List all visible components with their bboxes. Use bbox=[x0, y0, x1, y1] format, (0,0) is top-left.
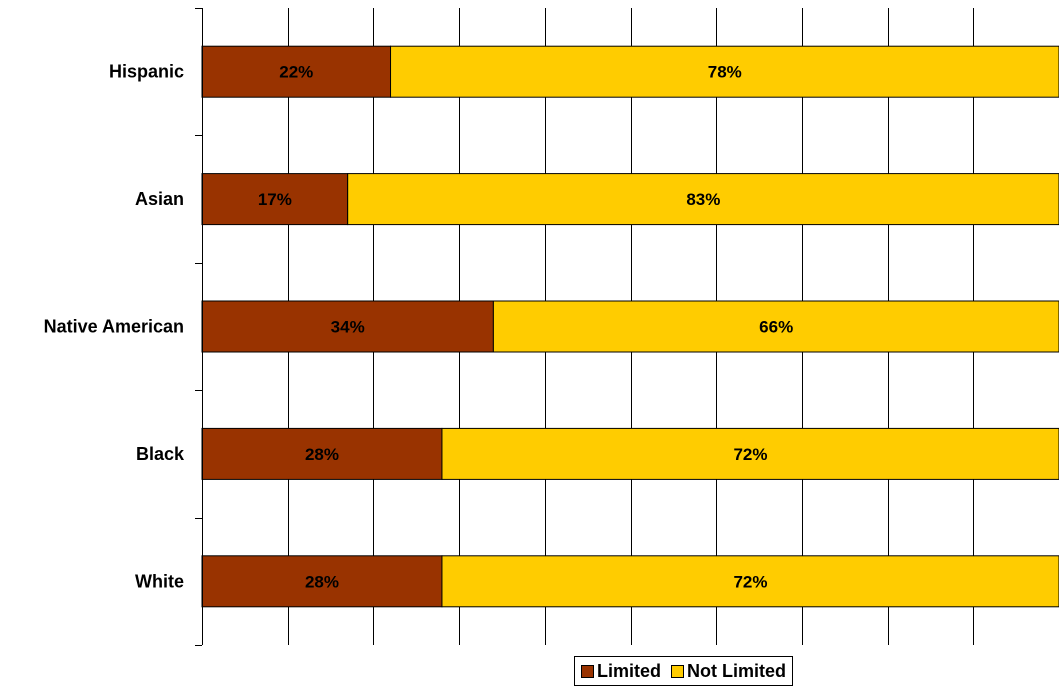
bar-limited bbox=[201, 173, 349, 226]
bar-limited bbox=[201, 427, 443, 480]
data-label: 78% bbox=[708, 63, 742, 82]
data-label: 17% bbox=[258, 190, 292, 209]
legend-entry-not-limited: Not Limited bbox=[671, 661, 786, 682]
data-label: 22% bbox=[279, 63, 313, 82]
category-label: Asian bbox=[135, 189, 184, 209]
category-label: White bbox=[135, 571, 184, 591]
legend-swatch-not-limited bbox=[671, 664, 685, 678]
chart-plot: 22% 78% Hispanic 17% 83% Asian 34% 66% Native Am… bbox=[44, 8, 1059, 646]
bar-not-limited bbox=[441, 427, 1059, 480]
category-label: Hispanic bbox=[109, 62, 184, 82]
data-label: 28% bbox=[305, 572, 339, 591]
legend-label-limited: Limited bbox=[597, 660, 662, 681]
bars bbox=[201, 45, 1059, 608]
data-label: 72% bbox=[733, 445, 767, 464]
legend-label-not-limited: Not Limited bbox=[687, 660, 787, 681]
bar-limited bbox=[201, 555, 443, 608]
labels: 22% 78% Hispanic 17% 83% Asian 34% 66% Native Am… bbox=[44, 62, 794, 592]
data-label: 34% bbox=[331, 318, 365, 337]
data-label: 66% bbox=[759, 318, 793, 337]
legend-swatch-limited bbox=[581, 664, 594, 678]
legend: Limited Not Limited bbox=[574, 656, 794, 686]
y-axis bbox=[195, 8, 203, 646]
data-label: 28% bbox=[305, 445, 339, 464]
bar-not-limited bbox=[492, 300, 1059, 353]
bar-not-limited bbox=[390, 45, 1059, 98]
category-label: Black bbox=[136, 444, 185, 464]
data-label: 83% bbox=[686, 190, 720, 209]
category-label: Native American bbox=[44, 317, 184, 337]
bar-not-limited bbox=[347, 173, 1059, 226]
legend-entry-limited: Limited bbox=[581, 661, 661, 682]
data-label: 72% bbox=[733, 572, 767, 591]
